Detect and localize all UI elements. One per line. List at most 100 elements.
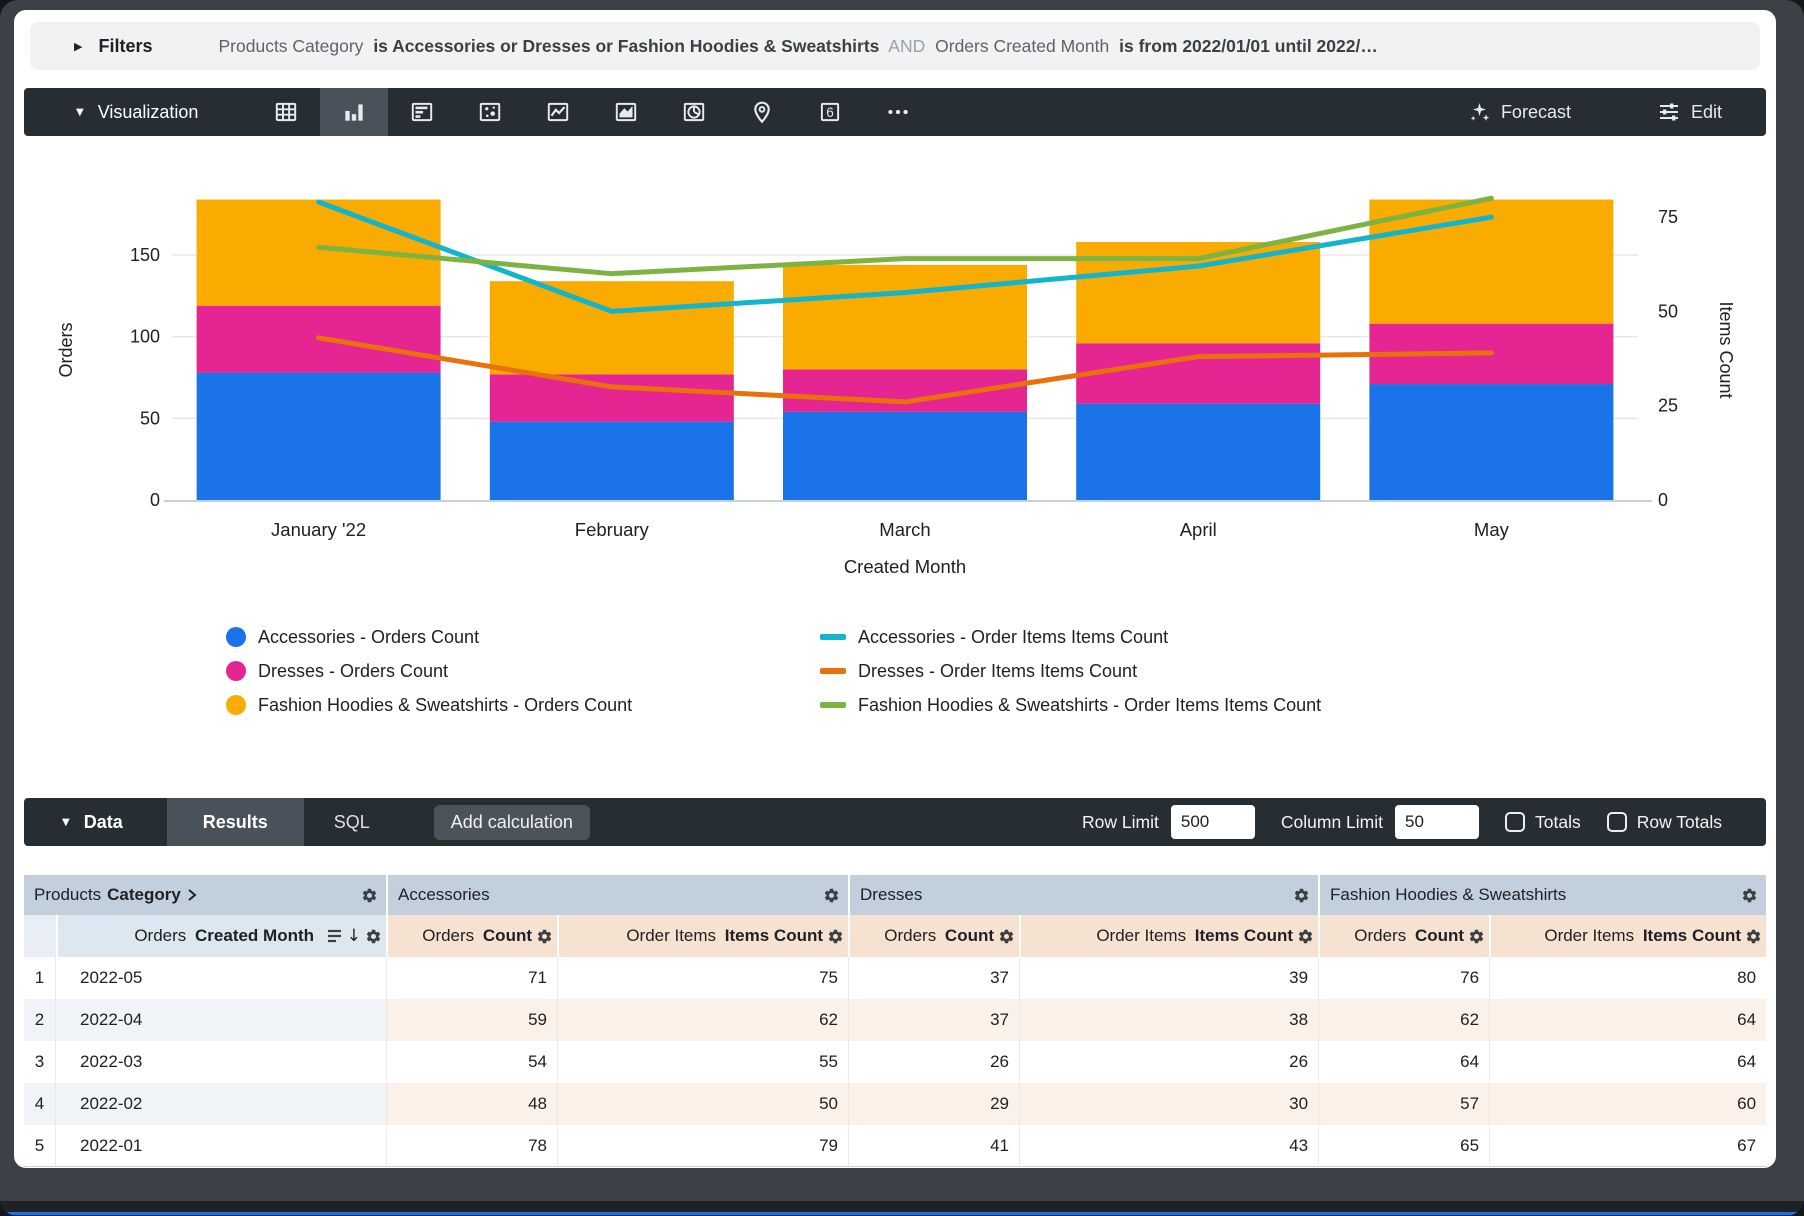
line-series[interactable] [316, 199, 1494, 314]
line-series[interactable] [316, 335, 1494, 405]
measure-cell[interactable]: 38 [1019, 999, 1319, 1041]
measure-cell[interactable]: 39 [1019, 957, 1319, 999]
measure-cell[interactable]: 62 [557, 999, 849, 1041]
edit-button[interactable]: Edit [1657, 100, 1722, 124]
column-group-products-category[interactable]: Products Category [24, 875, 386, 915]
measure-cell[interactable]: 71 [386, 957, 557, 999]
forecast-button[interactable]: Forecast [1467, 100, 1571, 124]
column-header-measure[interactable]: Order Items Items Count [557, 915, 849, 957]
measure-cell[interactable]: 30 [1019, 1083, 1319, 1125]
gear-icon[interactable] [1468, 928, 1485, 945]
measure-cell[interactable]: 65 [1318, 1125, 1490, 1167]
legend-swatch-line[interactable] [820, 634, 846, 640]
gear-icon[interactable] [1297, 928, 1314, 945]
sort-desc-icon[interactable]: ↓ [346, 926, 361, 946]
tab-sql[interactable]: SQL [333, 811, 370, 832]
column-group[interactable]: Dresses [848, 875, 1319, 915]
gear-icon[interactable] [998, 928, 1015, 945]
column-header-measure[interactable]: Orders Count [848, 915, 1020, 957]
measure-cell[interactable]: 78 [386, 1125, 557, 1167]
legend-label[interactable]: Dresses - Order Items Items Count [858, 661, 1137, 681]
legend-label[interactable]: Accessories - Order Items Items Count [858, 627, 1168, 647]
measure-cell[interactable]: 54 [386, 1041, 557, 1083]
bar-segment[interactable] [1076, 403, 1321, 500]
add-calculation-button[interactable]: Add calculation [433, 804, 590, 840]
line-series[interactable] [316, 195, 1494, 277]
gear-icon[interactable] [823, 887, 840, 904]
gear-icon[interactable] [1741, 887, 1758, 904]
bar-segment[interactable] [489, 281, 734, 375]
gear-icon[interactable] [1745, 928, 1762, 945]
data-collapse-icon[interactable]: ▼ [62, 816, 70, 828]
bar-segment[interactable] [1369, 384, 1614, 500]
combo-chart[interactable]: 0 50 100 150 Orders 0 25 50 75 Items Count January… [14, 136, 1766, 798]
measure-cell[interactable]: 57 [1318, 1083, 1490, 1125]
bar-segment[interactable] [489, 374, 734, 422]
viz-button-line-chart[interactable] [524, 88, 592, 136]
legend-label[interactable]: Fashion Hoodies & Sweatshirts - Order It… [858, 695, 1321, 715]
row-limit-input[interactable] [1170, 805, 1255, 839]
legend-swatch-dot[interactable] [226, 695, 246, 715]
measure-cell[interactable]: 80 [1489, 957, 1767, 999]
measure-cell[interactable]: 60 [1489, 1083, 1767, 1125]
bar-segment[interactable] [1369, 199, 1614, 324]
column-group[interactable]: Fashion Hoodies & Sweatshirts [1318, 875, 1767, 915]
dimension-cell[interactable]: 2022-01 [56, 1125, 386, 1167]
measure-cell[interactable]: 75 [557, 957, 849, 999]
gear-icon[interactable] [536, 928, 553, 945]
legend-label[interactable]: Fashion Hoodies & Sweatshirts - Orders C… [258, 695, 632, 715]
column-limit-input[interactable] [1395, 805, 1479, 839]
viz-button-single-value[interactable]: 6 [796, 88, 864, 136]
measure-cell[interactable]: 26 [1019, 1041, 1319, 1083]
measure-cell[interactable]: 37 [848, 999, 1020, 1041]
gear-icon[interactable] [1293, 887, 1310, 904]
measure-cell[interactable]: 59 [386, 999, 557, 1041]
measure-cell[interactable]: 48 [386, 1083, 557, 1125]
dimension-cell[interactable]: 2022-03 [56, 1041, 386, 1083]
measure-cell[interactable]: 43 [1019, 1125, 1319, 1167]
measure-cell[interactable]: 62 [1318, 999, 1490, 1041]
viz-button-column-chart[interactable] [320, 88, 389, 136]
measure-cell[interactable]: 64 [1318, 1041, 1490, 1083]
viz-button-pie-chart[interactable] [660, 88, 728, 136]
dimension-cell[interactable]: 2022-02 [56, 1083, 386, 1125]
viz-button-table-chart[interactable] [252, 88, 320, 136]
column-header-measure[interactable]: Orders Count [1318, 915, 1490, 957]
viz-button-scatter-chart[interactable] [456, 88, 524, 136]
measure-cell[interactable]: 29 [848, 1083, 1020, 1125]
column-header-measure[interactable]: Order Items Items Count [1489, 915, 1767, 957]
gear-icon[interactable] [827, 928, 844, 945]
measure-cell[interactable]: 55 [557, 1041, 849, 1083]
gear-icon[interactable] [365, 928, 382, 945]
viz-button-area-chart[interactable] [592, 88, 660, 136]
dimension-cell[interactable]: 2022-04 [56, 999, 386, 1041]
legend-label[interactable]: Accessories - Orders Count [258, 627, 479, 647]
bar-segment[interactable] [196, 372, 441, 500]
column-header-measure[interactable]: Orders Count [386, 915, 557, 957]
legend-label[interactable]: Dresses - Orders Count [258, 661, 448, 681]
legend-swatch-line[interactable] [820, 668, 846, 674]
bar-segment[interactable] [1076, 343, 1321, 404]
bar-segment[interactable] [783, 264, 1027, 370]
column-header-orders-created-month[interactable]: Orders Created Month ↓ [56, 915, 386, 957]
measure-cell[interactable]: 37 [848, 957, 1020, 999]
row-totals-checkbox[interactable] [1606, 812, 1627, 832]
measure-cell[interactable]: 41 [848, 1125, 1020, 1167]
filters-bar[interactable]: ▶ Filters Products Category is Accessori… [30, 22, 1760, 70]
bar-segment[interactable] [783, 411, 1027, 500]
visualization-collapse-icon[interactable]: ▼ [76, 106, 84, 118]
dimension-cell[interactable]: 2022-05 [56, 957, 386, 999]
column-group[interactable]: Accessories [386, 875, 849, 915]
bar-segment[interactable] [489, 421, 734, 500]
legend-swatch-dot[interactable] [226, 661, 246, 681]
viz-button-more-charts[interactable] [864, 88, 932, 136]
viz-button-bar-chart[interactable] [388, 88, 456, 136]
gear-icon[interactable] [361, 887, 378, 904]
measure-cell[interactable]: 76 [1318, 957, 1490, 999]
measure-cell[interactable]: 26 [848, 1041, 1020, 1083]
measure-cell[interactable]: 64 [1489, 999, 1767, 1041]
column-header-measure[interactable]: Order Items Items Count [1019, 915, 1319, 957]
legend-swatch-line[interactable] [820, 702, 846, 708]
tab-results[interactable]: Results [166, 798, 304, 846]
totals-checkbox[interactable] [1505, 812, 1525, 832]
